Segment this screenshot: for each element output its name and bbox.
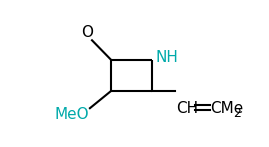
Text: MeO: MeO bbox=[54, 107, 89, 122]
Text: 2: 2 bbox=[233, 107, 240, 120]
Text: O: O bbox=[81, 25, 93, 40]
Text: NH: NH bbox=[155, 50, 178, 65]
Text: CH: CH bbox=[176, 101, 199, 116]
Text: CMe: CMe bbox=[210, 101, 243, 116]
